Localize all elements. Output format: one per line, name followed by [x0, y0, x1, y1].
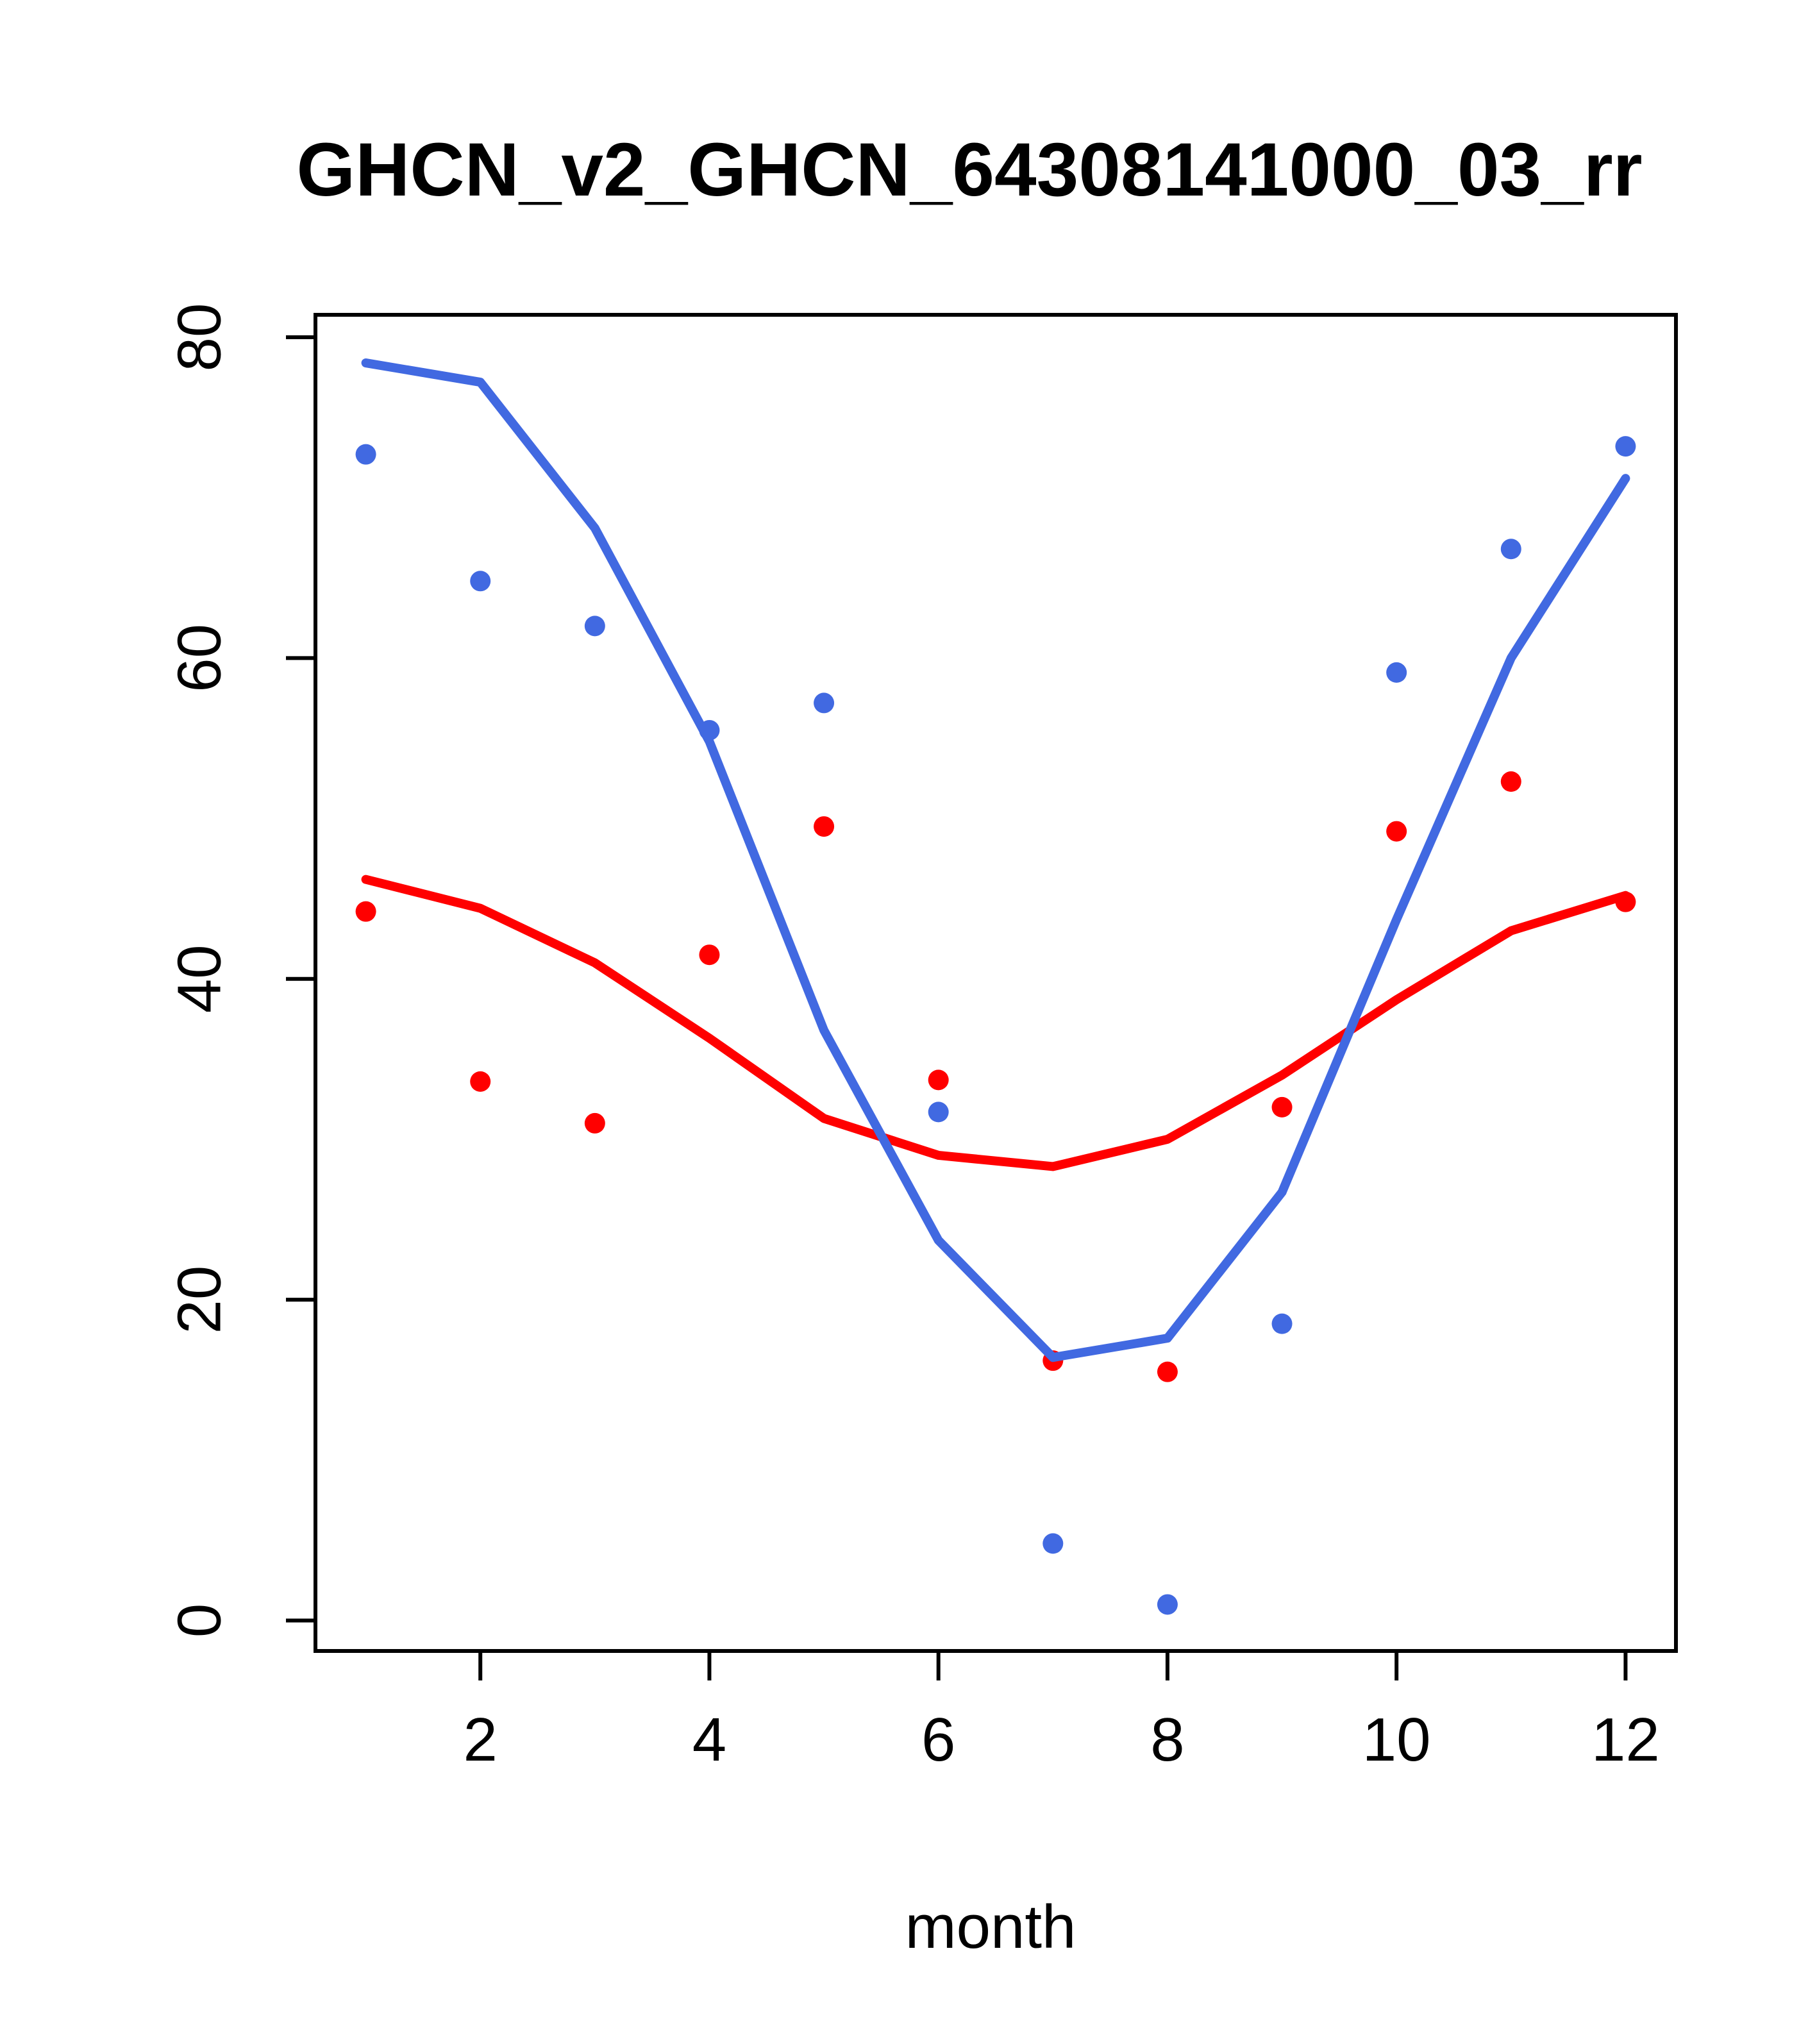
x-tick-label: 2 — [464, 1705, 498, 1774]
data-series — [355, 358, 1636, 1615]
x-tick-label: 8 — [1150, 1705, 1184, 1774]
x-tick-label: 12 — [1591, 1705, 1660, 1774]
red-points-marker — [470, 1071, 491, 1092]
blue-points-marker — [355, 444, 376, 465]
y-tick-label: 40 — [165, 944, 234, 1013]
x-axis-label: month — [905, 1893, 1076, 1961]
red-points-marker — [1271, 1096, 1293, 1118]
y-tick-label: 80 — [165, 303, 234, 372]
blue-points-marker — [1386, 662, 1407, 683]
blue-points-marker — [1500, 539, 1521, 560]
blue-points-marker — [1615, 436, 1636, 457]
y-tick-label: 20 — [165, 1266, 234, 1334]
y-tick-label: 0 — [165, 1604, 234, 1638]
red-points-marker — [699, 944, 720, 966]
red-points-marker — [814, 816, 835, 837]
x-axis-ticks: 2 4 6 8 10 12 — [464, 1651, 1660, 1774]
red-points-marker — [1386, 821, 1407, 842]
x-tick-label: 6 — [921, 1705, 955, 1774]
y-axis-ticks: 0 20 40 60 80 — [165, 303, 315, 1638]
y-tick-label: 60 — [165, 624, 234, 692]
x-tick-label: 10 — [1362, 1705, 1431, 1774]
red-points-marker — [584, 1112, 605, 1134]
blue-points-marker — [584, 616, 605, 637]
plot-box — [314, 313, 1678, 1653]
blue-points-marker — [1157, 1594, 1178, 1615]
blue-points-marker — [1271, 1313, 1293, 1334]
x-tick-label: 4 — [692, 1705, 726, 1774]
red-line-trend — [361, 875, 1630, 1171]
red-points-marker — [1157, 1361, 1178, 1382]
chart-title: GHCN_v2_GHCN_64308141000_03_rr — [296, 128, 1642, 212]
red-points-marker — [355, 901, 376, 922]
red-points-marker — [928, 1069, 949, 1091]
red-points-marker — [1500, 771, 1521, 792]
blue-line-trend — [361, 358, 1630, 1362]
blue-points-marker — [699, 719, 720, 741]
blue-points-marker — [470, 571, 491, 592]
blue-points-marker — [928, 1102, 949, 1123]
blue-points-marker — [1042, 1533, 1064, 1554]
blue-points-marker — [814, 692, 835, 714]
